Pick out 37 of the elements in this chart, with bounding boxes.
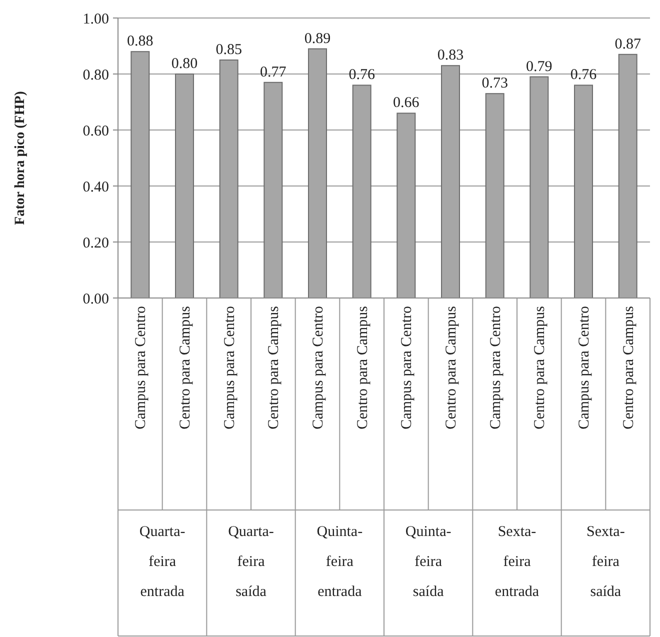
text: Quarta-feira saída <box>228 524 274 600</box>
text: Sexta-feira entrada <box>494 524 540 600</box>
x-tick-label: Campus para Centro <box>310 306 326 430</box>
data-label: 0.88 <box>127 34 154 50</box>
data-label: 0.83 <box>437 48 464 64</box>
y-axis-title: Fator hora pico (FHP) <box>13 90 28 225</box>
y-tick-label: 1.00 <box>82 11 109 28</box>
text: Quinta-feira saída <box>405 524 452 600</box>
data-label: 0.80 <box>171 56 198 72</box>
x-tick-label: Campus para Centro <box>399 306 416 430</box>
y-tick-label: 0.40 <box>82 179 109 196</box>
y-tick-label: 0.20 <box>82 235 109 252</box>
x-tick-label: Centro para Campus <box>620 306 637 430</box>
x-tick-label: Centro para Campus <box>532 306 548 430</box>
data-label: 0.73 <box>482 76 508 92</box>
data-label: 0.76 <box>570 67 598 84</box>
x-tick-label: Centro para Campus <box>444 306 460 430</box>
x-tick-label: Campus para Centro <box>576 306 592 430</box>
y-tick-label: 0.80 <box>82 67 109 84</box>
y-tick-label: 0.60 <box>82 123 109 140</box>
text: Quinta-feira entrada <box>316 524 363 600</box>
x-tick-label: Campus para Centro <box>133 306 150 430</box>
x-tick-label: Campus para Centro <box>222 306 238 430</box>
x-tick-label: Campus para Centro <box>488 306 504 430</box>
data-label: 0.89 <box>304 30 331 47</box>
x-tick-label: Centro para Campus <box>266 306 282 430</box>
text: Quarta-feira entrada <box>139 524 186 600</box>
data-label: 0.87 <box>614 36 642 52</box>
x-tick-label: Centro para Campus <box>178 306 194 430</box>
data-label: 0.85 <box>216 42 242 58</box>
x-tick-label: Centro para Campus <box>354 306 371 430</box>
text: Sexta-feira saída <box>586 524 625 600</box>
y-tick-label: 0.00 <box>82 291 109 308</box>
data-label: 0.77 <box>260 64 287 80</box>
data-label: 0.66 <box>393 95 420 112</box>
data-label: 0.76 <box>348 67 376 84</box>
data-label: 0.79 <box>526 58 552 75</box>
